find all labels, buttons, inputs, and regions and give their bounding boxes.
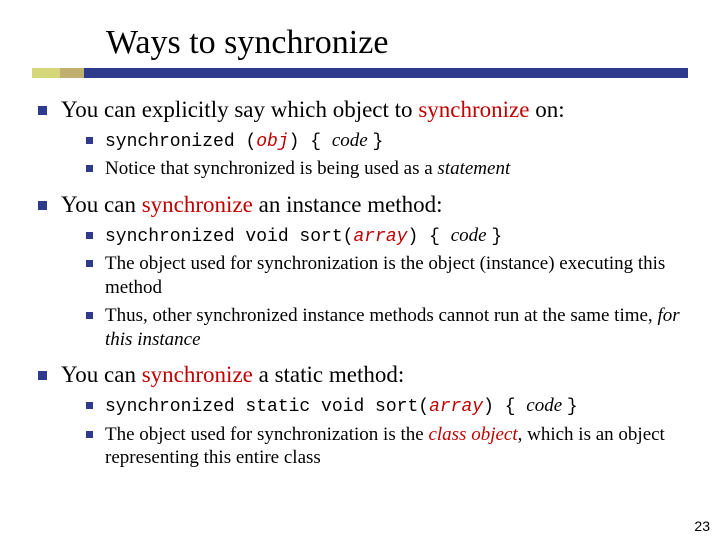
square-bullet-icon <box>38 106 47 115</box>
code-punct: } <box>567 397 578 417</box>
slide: Ways to synchronize You can explicitly s… <box>0 0 720 470</box>
bullet-list-level2: synchronized static void sort(array) { c… <box>86 394 688 470</box>
bullet-list-level1: You can synchronize a static method: <box>38 361 688 390</box>
code-param: array <box>353 227 407 247</box>
highlight-text: synchronize <box>142 362 253 387</box>
text-span: You can explicitly say which object to <box>61 97 418 122</box>
title-row: Ways to synchronize <box>32 24 688 62</box>
code-punct: ) <box>407 227 429 247</box>
square-bullet-icon <box>86 312 93 319</box>
list-item: Notice that synchronized is being used a… <box>86 157 688 181</box>
code-param: obj <box>256 132 288 152</box>
code-punct: { <box>429 227 451 247</box>
highlight-text: class object <box>428 424 517 445</box>
text-span: an instance method: <box>253 192 443 217</box>
square-bullet-icon <box>86 137 93 144</box>
underline-segment-yellow <box>32 68 60 78</box>
bullet-text: Notice that synchronized is being used a… <box>105 157 510 181</box>
code-punct: { <box>310 132 332 152</box>
code-punct: { <box>505 397 527 417</box>
bullet-text: You can synchronize a static method: <box>61 361 404 390</box>
highlight-text: synchronize <box>142 192 253 217</box>
list-item: You can synchronize an instance method: <box>38 191 688 220</box>
code-body: code <box>526 395 567 416</box>
emphasis-text: statement <box>437 158 510 179</box>
list-item: You can explicitly say which object to s… <box>38 96 688 125</box>
content: You can explicitly say which object to s… <box>32 96 688 470</box>
highlight-text: synchronize <box>418 97 529 122</box>
code-punct: ) <box>483 397 505 417</box>
square-bullet-icon <box>86 165 93 172</box>
list-item: synchronized static void sort(array) { c… <box>86 394 688 419</box>
bullet-list-level2: synchronized void sort(array) { code } T… <box>86 224 688 352</box>
underline-segment-blue <box>84 68 688 78</box>
underline-segment-tan <box>60 68 84 78</box>
code-punct: } <box>373 132 384 152</box>
list-item: The object used for synchronization is t… <box>86 423 688 471</box>
title-underline <box>32 68 688 78</box>
code-body: code <box>451 225 492 246</box>
code-body: code <box>332 130 373 151</box>
bullet-list-level1: You can synchronize an instance method: <box>38 191 688 220</box>
square-bullet-icon <box>86 232 93 239</box>
text-span: The object used for synchronization is t… <box>105 424 428 445</box>
bullet-text: The object used for synchronization is t… <box>105 252 688 300</box>
bullet-text: Thus, other synchronized instance method… <box>105 304 688 352</box>
bullet-text: synchronized (obj) { code } <box>105 129 383 154</box>
square-bullet-icon <box>86 260 93 267</box>
square-bullet-icon <box>86 402 93 409</box>
square-bullet-icon <box>38 371 47 380</box>
code-keyword: synchronized <box>105 132 245 152</box>
page-title: Ways to synchronize <box>106 24 388 62</box>
square-bullet-icon <box>38 201 47 210</box>
list-item: Thus, other synchronized instance method… <box>86 304 688 352</box>
bullet-text: The object used for synchronization is t… <box>105 423 688 471</box>
text-span: You can <box>61 192 142 217</box>
bullet-text: You can synchronize an instance method: <box>61 191 443 220</box>
list-item: synchronized (obj) { code } <box>86 129 688 154</box>
code-param: array <box>429 397 483 417</box>
bullet-list-level2: synchronized (obj) { code } Notice that … <box>86 129 688 181</box>
code-keyword: synchronized static void sort( <box>105 397 429 417</box>
text-span: You can <box>61 362 142 387</box>
code-punct: } <box>491 227 502 247</box>
list-item: synchronized void sort(array) { code } <box>86 224 688 249</box>
page-number: 23 <box>694 518 710 534</box>
code-punct: ( <box>245 132 256 152</box>
code-punct: ) <box>289 132 311 152</box>
list-item: The object used for synchronization is t… <box>86 252 688 300</box>
bullet-text: You can explicitly say which object to s… <box>61 96 565 125</box>
bullet-text: synchronized void sort(array) { code } <box>105 224 502 249</box>
text-span: a static method: <box>253 362 404 387</box>
list-item: You can synchronize a static method: <box>38 361 688 390</box>
text-span: Notice that synchronized is being used a… <box>105 158 437 179</box>
square-bullet-icon <box>86 431 93 438</box>
bullet-list-level1: You can explicitly say which object to s… <box>38 96 688 125</box>
text-span: Thus, other synchronized instance method… <box>105 305 657 326</box>
bullet-text: synchronized static void sort(array) { c… <box>105 394 578 419</box>
text-span: on: <box>529 97 564 122</box>
code-keyword: synchronized void sort( <box>105 227 353 247</box>
